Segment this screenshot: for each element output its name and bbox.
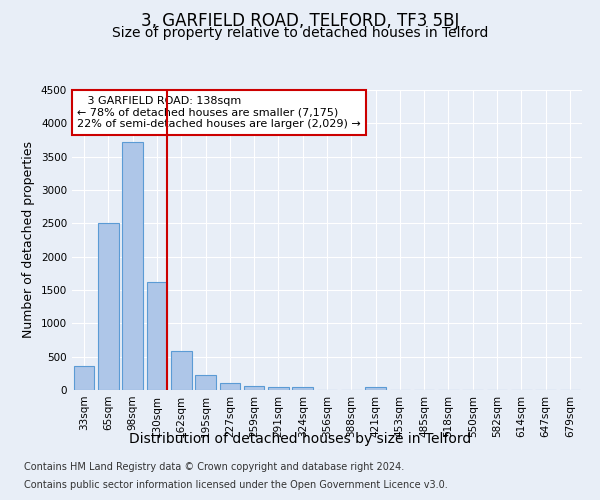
Text: Contains HM Land Registry data © Crown copyright and database right 2024.: Contains HM Land Registry data © Crown c… <box>24 462 404 472</box>
Text: Distribution of detached houses by size in Telford: Distribution of detached houses by size … <box>129 432 471 446</box>
Bar <box>220 384 240 390</box>
Bar <box>122 142 143 390</box>
Bar <box>98 224 119 390</box>
Bar <box>74 366 94 390</box>
Bar <box>292 388 313 390</box>
Bar <box>195 374 216 390</box>
Bar <box>365 386 386 390</box>
Y-axis label: Number of detached properties: Number of detached properties <box>22 142 35 338</box>
Bar <box>268 388 289 390</box>
Bar <box>244 386 265 390</box>
Text: Contains public sector information licensed under the Open Government Licence v3: Contains public sector information licen… <box>24 480 448 490</box>
Text: Size of property relative to detached houses in Telford: Size of property relative to detached ho… <box>112 26 488 40</box>
Bar <box>146 282 167 390</box>
Text: 3, GARFIELD ROAD, TELFORD, TF3 5BJ: 3, GARFIELD ROAD, TELFORD, TF3 5BJ <box>141 12 459 30</box>
Text: 3 GARFIELD ROAD: 138sqm
← 78% of detached houses are smaller (7,175)
22% of semi: 3 GARFIELD ROAD: 138sqm ← 78% of detache… <box>77 96 361 129</box>
Bar <box>171 352 191 390</box>
